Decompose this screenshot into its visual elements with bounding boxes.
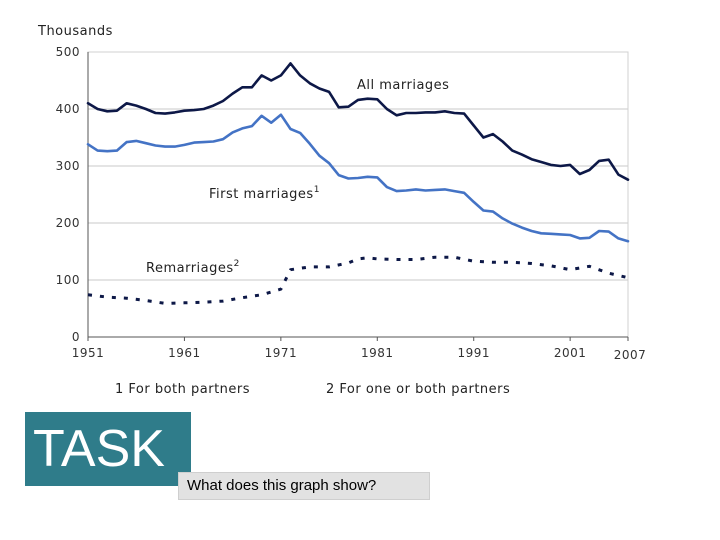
x-tick-label: 2001 <box>554 346 587 360</box>
y-tick-label: 400 <box>56 102 80 116</box>
x-tick-label: 1961 <box>168 346 201 360</box>
unit-label: Thousands <box>37 24 113 39</box>
series-label-remarriages: Remarriages2 <box>146 259 240 276</box>
x-tick-label: 1971 <box>265 346 298 360</box>
series-line-first-marriages <box>86 113 630 243</box>
x-tick-label: 1951 <box>72 346 105 360</box>
x-tick-label: 1981 <box>361 346 394 360</box>
remarriages-superscript: 2 <box>234 259 240 269</box>
series-label-first-marriages: First marriages1 <box>209 185 320 202</box>
first-marriages-name: First marriages <box>209 187 314 202</box>
footnote-1: 1 For both partners <box>115 382 250 397</box>
y-tick-label: 200 <box>56 216 80 230</box>
series-label-all-marriages: All marriages <box>357 78 449 93</box>
x-tick-labels: 1951 1961 1971 1981 1991 2001 2007 <box>72 337 647 362</box>
y-tick-label: 300 <box>56 159 80 173</box>
x-tick-label: 1991 <box>457 346 490 360</box>
x-tick-label: 2007 <box>614 348 647 362</box>
task-box: TASK <box>25 412 191 486</box>
marriages-line-chart: 500 400 300 200 100 0 1951 1961 1971 1981 1991 200… <box>37 24 647 397</box>
series-group <box>86 62 630 305</box>
plot-border <box>87 51 629 338</box>
y-tick-label: 0 <box>72 330 80 344</box>
remarriages-name: Remarriages <box>146 261 234 276</box>
question-box: What does this graph show? <box>178 472 430 500</box>
y-tick-label: 500 <box>56 45 80 59</box>
first-marriages-superscript: 1 <box>314 185 320 195</box>
y-tick-labels: 500 400 300 200 100 0 <box>56 45 80 344</box>
y-tick-label: 100 <box>56 273 80 287</box>
plot-background <box>88 52 628 337</box>
footnote-2: 2 For one or both partners <box>326 382 510 397</box>
series-line-all-marriages <box>86 62 630 181</box>
series-line-remarriages <box>87 255 629 305</box>
